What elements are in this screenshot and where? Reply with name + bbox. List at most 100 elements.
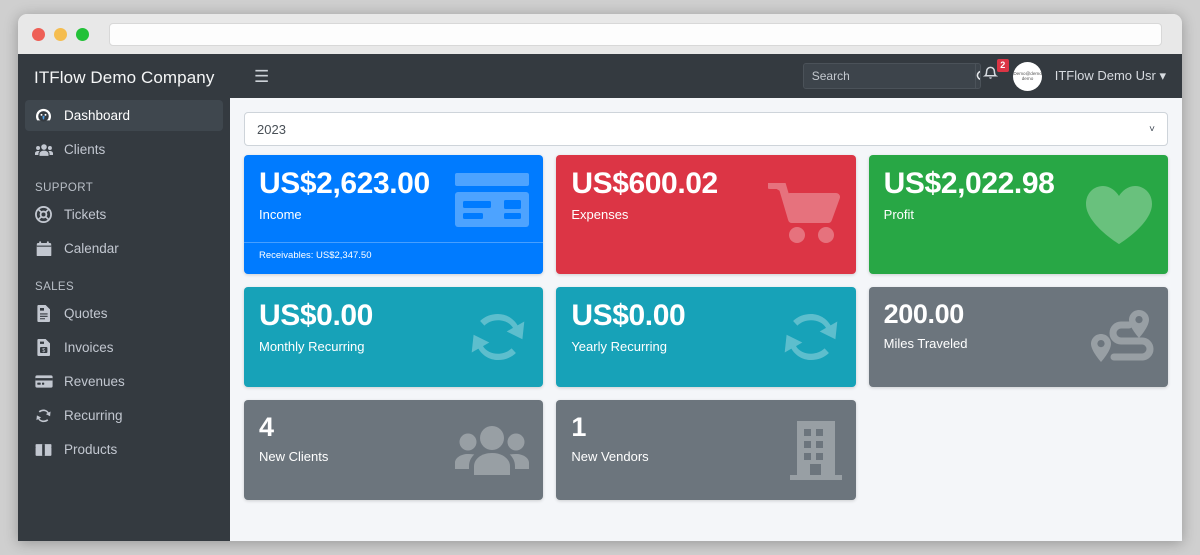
stat-card-footer: Receivables: US$2,347.50 [244, 242, 544, 270]
sidebar-item-invoices[interactable]: $ Invoices [25, 332, 223, 363]
credit-card-icon [455, 173, 530, 228]
stat-card-label: New Clients [259, 449, 329, 465]
stat-card-body: 200.00 Miles Traveled [869, 287, 1168, 361]
main-content: ☰ [230, 54, 1182, 541]
stat-card-value: US$600.02 [571, 167, 718, 200]
stat-card-body: US$600.02 Expenses [556, 155, 855, 232]
file-invoice-dollar-icon: $ [34, 339, 53, 356]
stat-card-row-3-spacer [869, 400, 1168, 500]
chevron-down-icon: ˅ [1149, 123, 1155, 135]
stat-card-body: US$2,623.00 Income [244, 155, 543, 232]
application-root: ITFlow Demo Company Dashboard [18, 54, 1182, 541]
sidebar-item-label: Calendar [64, 241, 119, 256]
sidebar-item-label: Quotes [64, 306, 108, 321]
notification-badge: 2 [996, 58, 1009, 72]
users-icon [34, 141, 53, 158]
user-menu-label: ITFlow Demo Usr [1054, 68, 1156, 83]
stat-card-value: US$2,022.98 [883, 167, 1055, 200]
sync-icon [467, 308, 529, 366]
stat-card-label: Expenses [571, 207, 629, 223]
box-icon [34, 441, 53, 458]
notifications-button[interactable]: 2 [981, 58, 1009, 89]
avatar[interactable]: Demo@demo demo [1012, 61, 1042, 91]
stat-card-value: US$2,623.00 [259, 167, 430, 200]
dashboard-page: 2023 ˅ [230, 98, 1182, 541]
tachometer-icon [34, 107, 53, 124]
building-icon [789, 419, 842, 481]
stat-card-label: Miles Traveled [883, 336, 968, 352]
stat-card-row-3: 4 New Clients [244, 400, 1168, 500]
stat-card-row-2: US$0.00 Monthly Recurring US$0.00 [244, 287, 1168, 387]
stat-card-label: Profit [883, 207, 914, 223]
avatar-line-2: demo [1021, 76, 1033, 81]
stat-card-value: 200.00 [883, 299, 965, 329]
stat-card-label: New Vendors [571, 449, 649, 465]
sidebar-item-label: Products [64, 442, 118, 457]
sidebar: ITFlow Demo Company Dashboard [18, 54, 230, 541]
stat-card-body: US$0.00 Yearly Recurring [556, 287, 855, 364]
stat-card-label: Monthly Recurring [259, 339, 365, 355]
sidebar-section-sales: SALES [35, 281, 75, 293]
close-window-button[interactable] [32, 27, 45, 41]
stat-card-row-1: US$2,623.00 Income Receivables: US$2,347… [244, 155, 1168, 274]
hamburger-icon[interactable]: ☰ [254, 66, 270, 86]
maximize-window-button[interactable] [76, 27, 89, 41]
heart-icon [1084, 184, 1154, 246]
sidebar-item-revenues[interactable]: Revenues [25, 366, 223, 397]
stat-card-value: US$0.00 [259, 299, 373, 332]
stat-card-body: 4 New Clients [244, 400, 543, 474]
browser-window: ITFlow Demo Company Dashboard [18, 14, 1182, 541]
svg-text:$: $ [42, 348, 45, 354]
sidebar-section-support: SUPPORT [35, 182, 94, 194]
top-navbar: ☰ [230, 54, 1182, 98]
file-invoice-icon [34, 305, 53, 322]
caret-down-icon: ▾ [1159, 68, 1166, 83]
year-filter-select[interactable]: 2023 ˅ [244, 112, 1168, 146]
stat-card-income[interactable]: US$2,623.00 Income Receivables: US$2,347… [244, 155, 544, 274]
sidebar-item-label: Recurring [64, 408, 123, 423]
sidebar-item-label: Invoices [64, 340, 114, 355]
stat-card-miles-traveled[interactable]: 200.00 Miles Traveled [868, 287, 1168, 387]
stat-card-value: 4 [259, 412, 274, 442]
sidebar-item-clients[interactable]: Clients [25, 134, 223, 165]
sync-icon [34, 407, 53, 424]
search-icon [976, 70, 980, 80]
sidebar-item-label: Revenues [64, 374, 125, 389]
search-button[interactable] [974, 64, 980, 88]
sidebar-item-dashboard[interactable]: Dashboard [25, 100, 223, 131]
stat-card-profit[interactable]: US$2,022.98 Profit [868, 155, 1168, 274]
sync-icon [780, 308, 842, 366]
sidebar-item-products[interactable]: Products [25, 434, 223, 465]
stat-card-body: 1 New Vendors [556, 400, 855, 474]
user-menu[interactable]: ITFlow Demo Usr ▾ [1055, 68, 1166, 84]
credit-card-icon [34, 373, 53, 390]
stat-card-expenses[interactable]: US$600.02 Expenses [556, 155, 856, 274]
life-ring-icon [34, 206, 53, 223]
sidebar-item-label: Dashboard [64, 108, 131, 123]
stat-card-new-clients[interactable]: 4 New Clients [244, 400, 544, 500]
address-bar[interactable] [109, 22, 1162, 46]
stat-card-value: US$0.00 [571, 299, 686, 332]
sidebar-item-calendar[interactable]: Calendar [25, 233, 223, 264]
stat-card-value: 1 [571, 412, 586, 442]
users-icon [455, 423, 530, 477]
sidebar-item-label: Tickets [64, 207, 107, 222]
stat-card-new-vendors[interactable]: 1 New Vendors [556, 400, 856, 500]
stat-card-monthly-recurring[interactable]: US$0.00 Monthly Recurring [244, 287, 544, 387]
stat-card-yearly-recurring[interactable]: US$0.00 Yearly Recurring [556, 287, 856, 387]
sidebar-nav: Dashboard Clients [18, 100, 230, 465]
navbar-right: 2 Demo@demo demo ITFlow Demo Usr ▾ [981, 58, 1166, 91]
search-input[interactable] [803, 64, 975, 88]
shopping-cart-icon [765, 180, 842, 247]
sidebar-item-quotes[interactable]: Quotes [25, 298, 223, 329]
sidebar-item-tickets[interactable]: Tickets [25, 199, 223, 230]
sidebar-item-label: Clients [64, 142, 106, 157]
stat-card-label: Yearly Recurring [571, 339, 667, 355]
sidebar-brand[interactable]: ITFlow Demo Company [34, 68, 215, 87]
sidebar-item-recurring[interactable]: Recurring [25, 400, 223, 431]
year-filter-value: 2023 [257, 121, 286, 137]
stat-card-body: US$0.00 Monthly Recurring [244, 287, 543, 364]
avatar-line-1: Demo@demo [1012, 70, 1042, 76]
minimize-window-button[interactable] [54, 27, 67, 41]
browser-titlebar [18, 14, 1182, 54]
